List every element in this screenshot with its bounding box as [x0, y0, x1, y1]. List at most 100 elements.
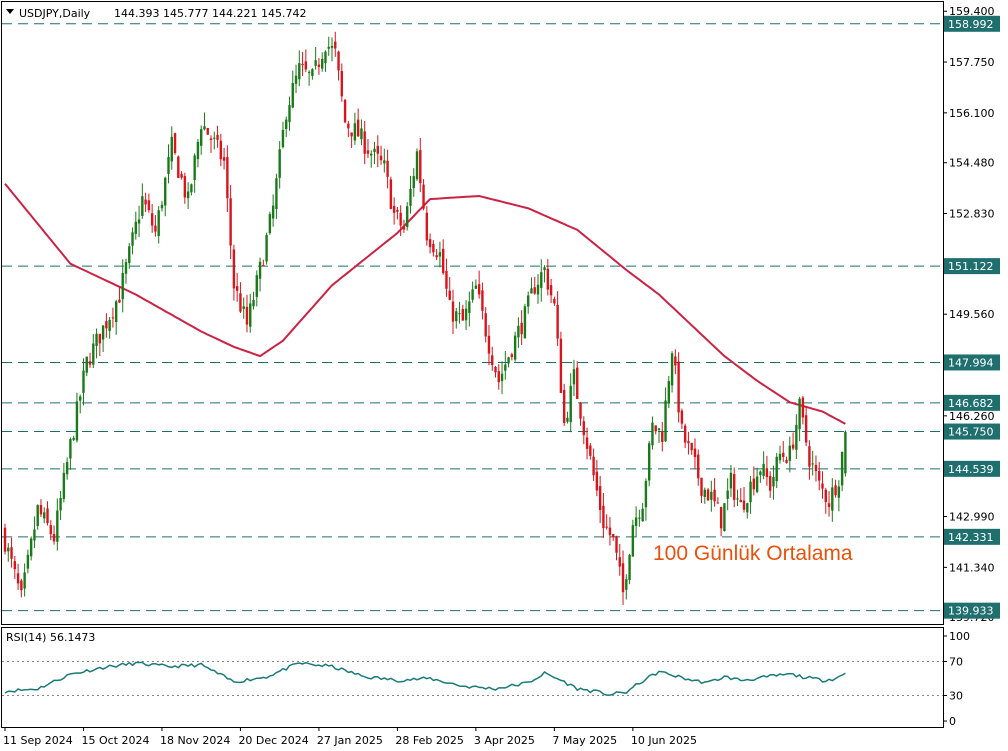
candle-body — [641, 508, 644, 522]
candle-body — [347, 123, 350, 129]
candle-body — [683, 425, 687, 443]
time-tick-label: 7 May 2025 — [552, 734, 617, 747]
candle-body — [625, 579, 628, 590]
candle-body — [235, 286, 239, 291]
candle-body — [549, 285, 553, 296]
candle-body — [778, 453, 782, 461]
price-tag — [944, 423, 1000, 440]
candle-body — [589, 445, 592, 456]
candle-body — [131, 232, 134, 246]
candle-body — [3, 527, 7, 552]
candle-body — [216, 134, 219, 140]
price-tick-label: 154.480 — [949, 157, 995, 170]
candle-body — [834, 485, 837, 496]
candle-body — [167, 157, 170, 174]
candle-body — [654, 425, 657, 432]
rsi-pane[interactable] — [1, 627, 944, 728]
candle-body — [782, 452, 785, 457]
candle-body — [196, 141, 200, 159]
candle-body — [438, 252, 442, 257]
candle-body — [618, 557, 621, 567]
candle-body — [177, 156, 180, 178]
candle-body — [455, 311, 458, 322]
candle-body — [749, 481, 752, 503]
candle-body — [350, 132, 353, 137]
candle-body — [95, 333, 98, 346]
candle-body — [75, 401, 79, 441]
time-tick-label: 27 Jan 2025 — [317, 734, 383, 747]
candle-body — [268, 214, 272, 234]
candle-body — [510, 354, 514, 358]
candle-body — [245, 306, 249, 325]
candle-body — [644, 481, 648, 508]
candle-body — [373, 148, 376, 153]
candle-body — [213, 137, 216, 139]
candle-body — [52, 533, 56, 542]
main-chart-pane[interactable] — [1, 1, 944, 625]
candle-body — [271, 205, 275, 219]
time-tick-label: 28 Feb 2025 — [395, 734, 463, 747]
candle-body — [88, 361, 92, 365]
candle-body — [183, 176, 187, 198]
candle-body — [808, 446, 811, 467]
price-tick-label: 141.340 — [949, 561, 995, 574]
candle-body — [242, 306, 245, 309]
time-tick-label: 11 Sep 2024 — [3, 734, 73, 747]
candle-body — [762, 463, 765, 476]
candle-body — [667, 381, 671, 404]
candle-body — [517, 325, 520, 338]
candle-body — [484, 313, 487, 337]
candle-body — [461, 309, 464, 321]
candle-body — [811, 463, 814, 465]
price-tick-label: 156.100 — [949, 107, 995, 120]
rsi-indicator: 100 70 30 0 — [2, 630, 970, 728]
price-tag-label: 147.994 — [948, 356, 994, 369]
price-tag-label: 144.539 — [948, 463, 994, 476]
candle-body — [533, 287, 536, 294]
candle-body — [595, 471, 599, 491]
candle-body — [831, 487, 834, 511]
candle-body — [435, 255, 438, 258]
candle-body — [772, 476, 775, 487]
candle-body — [170, 136, 173, 162]
ma-annotation: 100 Günlük Ortalama — [653, 542, 853, 565]
time-tick-label: 18 Nov 2024 — [160, 734, 230, 747]
candle-body — [497, 371, 500, 383]
candle-body — [281, 130, 285, 148]
candle-body — [576, 367, 579, 399]
candle-body — [441, 248, 445, 274]
candle-body — [795, 424, 798, 450]
price-tag — [944, 354, 1000, 371]
moving-average — [4, 183, 846, 425]
price-tag — [944, 15, 1000, 32]
candle-body — [258, 261, 262, 279]
candle-body — [193, 155, 196, 180]
candle-body — [716, 502, 720, 504]
candle-body — [785, 459, 788, 463]
candle-body — [559, 338, 563, 393]
dropdown-triangle-icon[interactable] — [6, 9, 14, 14]
candle-body — [602, 505, 605, 529]
candle-body — [20, 580, 23, 591]
candle-body — [530, 288, 533, 294]
candle-body — [474, 285, 478, 289]
candle-body — [164, 177, 167, 206]
candle-body — [304, 61, 308, 70]
candle-body — [775, 456, 778, 482]
candle-body — [327, 46, 330, 49]
candle-body — [370, 153, 373, 156]
candle-body — [317, 64, 321, 68]
ma100-line — [4, 183, 846, 425]
candle-body — [203, 126, 206, 130]
candle-body — [752, 478, 756, 490]
candle-body — [791, 444, 795, 449]
candle-body — [157, 210, 160, 236]
candle-body — [186, 191, 190, 199]
candle-body — [824, 489, 827, 503]
candle-body — [114, 301, 118, 323]
candle-body — [206, 127, 209, 135]
price-tag — [944, 460, 1000, 477]
candle-body — [612, 534, 615, 537]
candle-body — [821, 483, 824, 489]
